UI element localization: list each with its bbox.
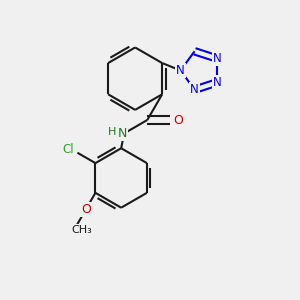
Text: Cl: Cl [63, 143, 74, 156]
Text: H: H [107, 127, 116, 137]
Text: CH₃: CH₃ [71, 225, 92, 235]
Text: O: O [81, 203, 91, 216]
Text: N: N [213, 76, 221, 89]
Text: N: N [190, 83, 199, 96]
Text: N: N [176, 64, 185, 77]
Text: O: O [173, 113, 183, 127]
Text: N: N [213, 52, 221, 65]
Text: N: N [118, 127, 127, 140]
